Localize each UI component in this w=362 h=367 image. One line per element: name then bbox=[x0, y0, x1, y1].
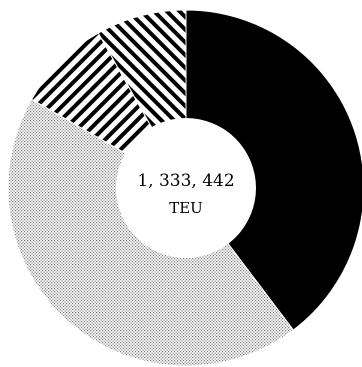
donut-slice-1 bbox=[185, 9, 362, 331]
center-unit: TEU bbox=[169, 199, 203, 217]
donut-hole bbox=[116, 118, 256, 258]
center-value: 1, 333, 442 bbox=[137, 171, 234, 191]
